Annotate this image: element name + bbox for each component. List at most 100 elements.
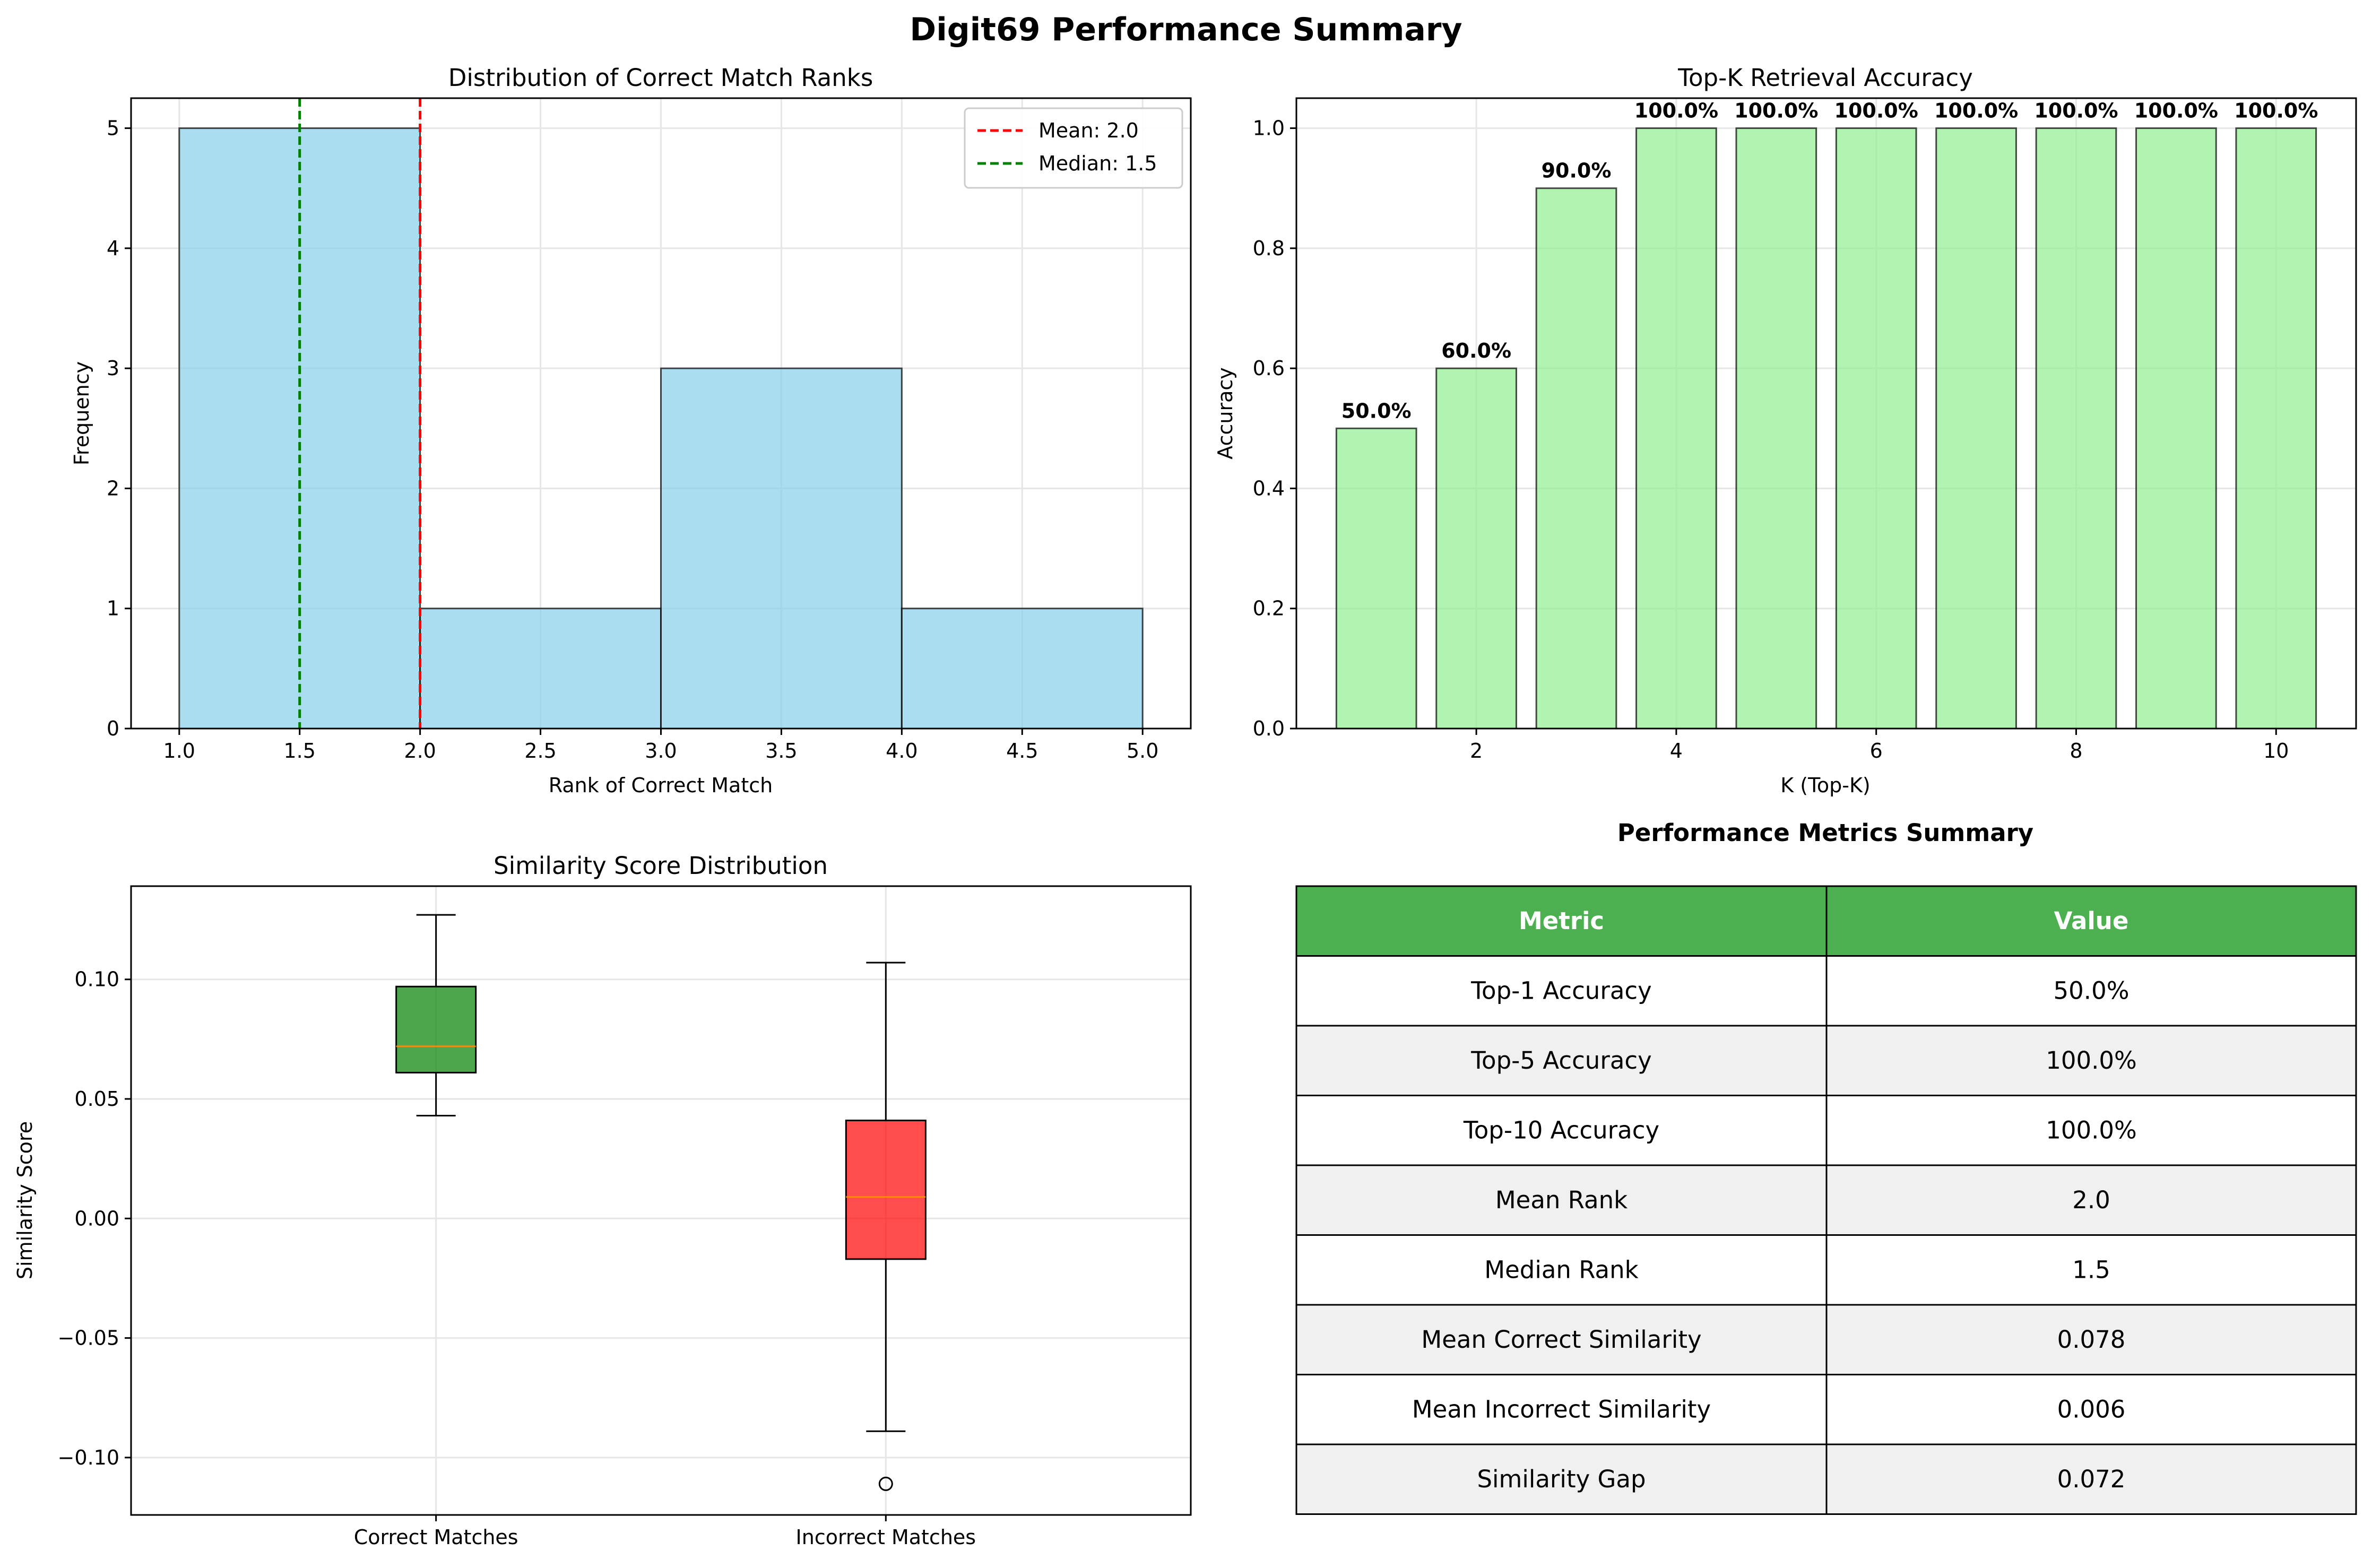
histogram-y-ticks: 0 1 2 3 4 5 xyxy=(107,117,131,740)
histogram-y-tick-label: 5 xyxy=(107,117,119,140)
topk-data-label: 100.0% xyxy=(2234,99,2318,123)
figure-title: Digit69 Performance Summary xyxy=(910,11,1462,48)
histogram-x-tick-label: 1.5 xyxy=(283,739,315,763)
table-cell-value xyxy=(1825,1304,2357,1375)
histogram-legend: Mean: 2.0 Median: 1.5 xyxy=(964,107,1183,189)
topk-data-label: 100.0% xyxy=(1734,99,1818,123)
table-metric-label: Top-5 Accuracy xyxy=(1470,1046,1652,1075)
topk-y-ticks: 0.0 0.2 0.4 0.6 0.8 1.0 xyxy=(1253,117,1296,740)
histogram-y-tick-label: 3 xyxy=(107,357,119,380)
histogram-x-tick-label: 1.0 xyxy=(163,739,195,763)
table-metric-value: 1.5 xyxy=(2072,1255,2110,1284)
topk-bar xyxy=(1735,127,1817,730)
box xyxy=(395,985,477,1073)
table-metric-label: Top-10 Accuracy xyxy=(1463,1116,1659,1144)
histogram-x-tick-label: 2.5 xyxy=(524,739,556,763)
topk-data-label: 100.0% xyxy=(2034,99,2118,123)
table-header-value: Value xyxy=(2054,907,2129,935)
table-metric-label: Mean Rank xyxy=(1495,1186,1627,1214)
topk-x-label: K (Top-K) xyxy=(1780,774,1870,797)
boxplot-panel: Similarity Score Distribution Correct Ma… xyxy=(13,852,1192,1549)
boxplot-y-tick-label: −0.05 xyxy=(58,1327,119,1350)
histogram-x-tick-label: 4.5 xyxy=(1006,739,1038,763)
box xyxy=(845,1120,927,1260)
topk-panel: Top-K Retrieval Accuracy 50.0% 60.0% 90.0%… xyxy=(1214,64,2357,797)
table-cell-value xyxy=(1825,1164,2357,1236)
histogram-y-tick-label: 0 xyxy=(107,717,119,740)
table-metric-value: 50.0% xyxy=(2054,976,2129,1004)
metrics-table-panel: Performance Metrics Summary Metric Value T… xyxy=(1295,819,2357,1515)
topk-bar xyxy=(1435,367,1517,730)
boxplot-y-tick-label: 0.00 xyxy=(74,1207,119,1230)
topk-y-tick-label: 0.8 xyxy=(1253,237,1285,260)
boxplot-x-tick-label: Correct Matches xyxy=(354,1526,518,1549)
topk-x-ticks: 2 4 6 8 10 xyxy=(1470,729,2289,763)
histogram-title: Distribution of Correct Match Ranks xyxy=(448,64,873,92)
metrics-table: Metric Value Top-1 Accuracy 50.0% Top-5 Accu… xyxy=(1295,885,2357,1515)
boxplot-y-ticks: 0.10 0.05 0.00 −0.05 −0.10 xyxy=(58,968,131,1469)
topk-data-label: 100.0% xyxy=(1634,99,1718,123)
topk-data-labels: 50.0% 60.0% 90.0% 100.0% 100.0% 100.0% 100.0% 1… xyxy=(1341,99,2318,423)
topk-y-tick-label: 0.2 xyxy=(1253,597,1285,620)
table-metric-label: Top-1 Accuracy xyxy=(1470,976,1652,1004)
table-metric-value: 0.072 xyxy=(2057,1465,2126,1493)
histogram-x-ticks: 1.0 1.5 2.0 2.5 3.0 3.5 4.0 4.5 5.0 xyxy=(163,729,1158,763)
boxplot-y-tick-label: 0.10 xyxy=(74,968,119,991)
boxplot-grid xyxy=(131,886,1191,1515)
table-cell-metric xyxy=(1295,1374,1828,1445)
histogram-x-tick-label: 2.0 xyxy=(404,739,436,763)
histogram-x-tick-label: 5.0 xyxy=(1127,739,1158,763)
topk-y-tick-label: 0.4 xyxy=(1253,477,1285,500)
topk-x-tick-label: 2 xyxy=(1470,739,1483,763)
boxplot-x-ticks: Correct Matches Incorrect Matches xyxy=(354,1515,976,1549)
table-metric-value: 0.078 xyxy=(2057,1326,2126,1354)
histogram-reference-lines xyxy=(298,98,422,729)
topk-data-label: 100.0% xyxy=(2134,99,2218,123)
boxplot-y-tick-label: 0.05 xyxy=(74,1087,119,1111)
histogram-x-label: Rank of Correct Match xyxy=(549,774,773,797)
table-cell-metric xyxy=(1295,1234,1828,1306)
topk-x-tick-label: 6 xyxy=(1870,739,1883,763)
histogram-x-tick-label: 4.0 xyxy=(886,739,917,763)
topk-data-label: 100.0% xyxy=(1934,99,2018,123)
table-cell-value xyxy=(1825,1443,2357,1515)
topk-data-label: 50.0% xyxy=(1341,399,1412,422)
histogram-bar xyxy=(901,608,1144,730)
topk-data-label: 100.0% xyxy=(1834,99,1918,123)
boxplot-title: Similarity Score Distribution xyxy=(494,852,828,880)
topk-title: Top-K Retrieval Accuracy xyxy=(1677,64,1973,92)
table-cell-value xyxy=(1825,1374,2357,1445)
boxplot-y-label: Similarity Score xyxy=(13,1121,37,1279)
legend-median-label: Median: 1.5 xyxy=(1038,152,1157,175)
histogram-bars xyxy=(178,127,1144,730)
boxplot-x-tick-label: Incorrect Matches xyxy=(796,1526,976,1549)
histogram-y-label: Frequency xyxy=(70,361,93,465)
boxplot-boxes xyxy=(395,914,927,1491)
topk-y-tick-label: 1.0 xyxy=(1253,117,1285,140)
histogram-y-tick-label: 1 xyxy=(107,597,119,620)
table-metric-label: Mean Correct Similarity xyxy=(1421,1326,1701,1354)
topk-plot-frame xyxy=(1295,97,2357,730)
table-metric-value: 100.0% xyxy=(2046,1116,2137,1144)
histogram-x-tick-label: 3.5 xyxy=(765,739,797,763)
table-metric-value: 2.0 xyxy=(2072,1186,2110,1214)
histogram-x-tick-label: 3.0 xyxy=(645,739,677,763)
topk-bar xyxy=(2135,127,2217,730)
boxplot-y-tick-label: −0.10 xyxy=(58,1446,119,1469)
histogram-bar xyxy=(419,608,662,730)
table-cell-metric xyxy=(1295,1443,1828,1515)
topk-bar xyxy=(2035,127,2117,730)
table-metric-value: 0.006 xyxy=(2057,1395,2126,1423)
table-cell-value xyxy=(1825,1025,2357,1096)
topk-y-label: Accuracy xyxy=(1214,367,1237,460)
table-header-metric: Metric xyxy=(1519,907,1604,935)
topk-bar xyxy=(1635,127,1717,730)
legend-mean-label: Mean: 2.0 xyxy=(1038,119,1139,142)
table-metric-value: 100.0% xyxy=(2046,1046,2137,1075)
table-metric-label: Mean Incorrect Similarity xyxy=(1412,1395,1711,1423)
table-cell-metric xyxy=(1295,1164,1828,1236)
histogram-panel: Distribution of Correct Match Ranks 1.0 1… xyxy=(70,64,1192,797)
table-cell-value xyxy=(1825,1095,2357,1166)
table-cell-metric xyxy=(1295,955,1828,1027)
topk-bar xyxy=(1335,427,1417,730)
